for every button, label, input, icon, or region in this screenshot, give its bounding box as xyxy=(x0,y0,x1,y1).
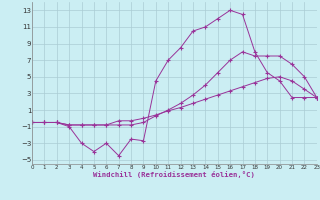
X-axis label: Windchill (Refroidissement éolien,°C): Windchill (Refroidissement éolien,°C) xyxy=(93,171,255,178)
